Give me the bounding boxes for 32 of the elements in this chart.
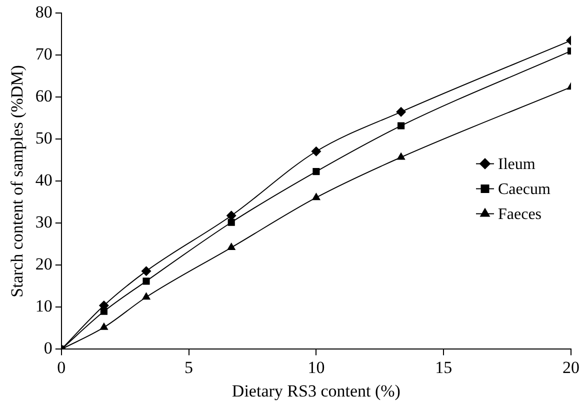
legend-label: Faeces — [498, 206, 542, 223]
point — [396, 152, 406, 160]
point — [312, 168, 320, 176]
y-tick-label: 50 — [35, 128, 52, 148]
x-tick-label: 5 — [184, 358, 194, 377]
x-tick-label: 10 — [308, 358, 325, 377]
y-tick-label: 60 — [35, 86, 52, 106]
point — [312, 192, 321, 200]
legend-label: Ileum — [498, 156, 536, 173]
y-tick-label: 20 — [35, 254, 52, 274]
y-tick-label: 30 — [35, 212, 52, 232]
x-axis-title: Dietary RS3 content (%) — [232, 381, 400, 400]
x-tick-label: 0 — [57, 358, 66, 377]
point — [228, 218, 235, 226]
point — [396, 106, 406, 117]
point — [100, 322, 108, 330]
point — [227, 242, 236, 250]
y-axis-title: Starch content of samples (%DM) — [8, 65, 27, 298]
point — [142, 292, 151, 300]
y-tick-label: 40 — [35, 170, 52, 190]
legend-label: Caecum — [498, 180, 551, 198]
y-tick-label: 70 — [35, 44, 52, 64]
point — [142, 278, 150, 285]
y-tick-label: 10 — [35, 296, 52, 316]
y-tick-label: 0 — [44, 338, 52, 358]
point — [141, 266, 152, 276]
point — [398, 122, 405, 130]
point — [100, 308, 108, 315]
point — [311, 146, 322, 156]
x-tick-label: 20 — [562, 358, 580, 377]
x-tick-label: 15 — [435, 358, 452, 377]
y-tick-label: 80 — [35, 2, 52, 22]
